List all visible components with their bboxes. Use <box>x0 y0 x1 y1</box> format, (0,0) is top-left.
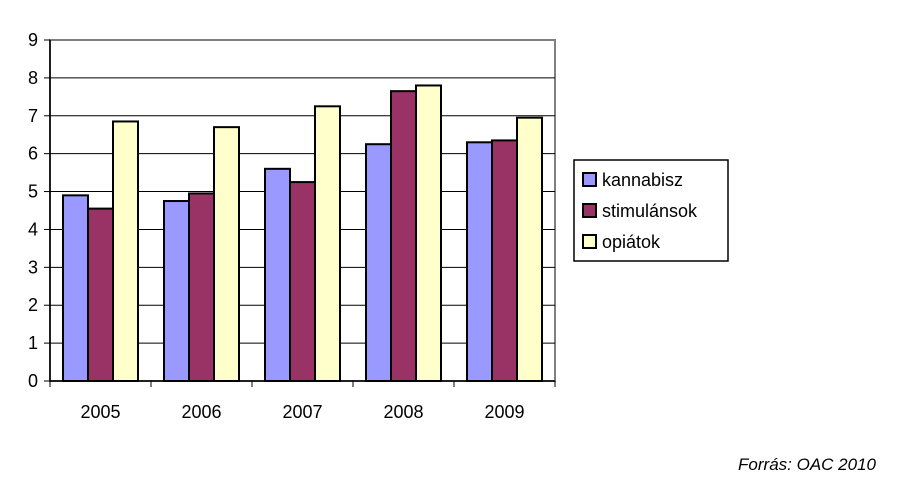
y-tick-label: 7 <box>28 106 38 126</box>
y-tick-label: 8 <box>28 68 38 88</box>
bar-kannabisz-2007 <box>264 167 291 382</box>
legend: kannabisz stimulánsok opiátok <box>573 159 729 262</box>
bar-kannabisz-2005 <box>62 194 89 382</box>
bar-opiátok-2009 <box>516 116 543 383</box>
bar-stimulánsok-2005 <box>87 207 114 382</box>
bar-kannabisz-2009 <box>466 141 493 382</box>
bar-opiátok-2006 <box>213 126 240 383</box>
bar-stimulánsok-2009 <box>491 139 518 382</box>
y-tick-label: 5 <box>28 182 38 202</box>
x-tick-label: 2009 <box>484 402 524 422</box>
bar-stimulánsok-2006 <box>188 192 215 382</box>
y-tick-label: 4 <box>28 219 38 239</box>
x-tick-label: 2006 <box>181 402 221 422</box>
bar-stimulánsok-2008 <box>390 90 417 383</box>
y-tick-label: 3 <box>28 257 38 277</box>
x-tick-labels: 2005 2006 2007 2008 2009 <box>80 402 524 422</box>
legend-swatch-stimulánsok <box>582 203 597 218</box>
bar-opiátok-2008 <box>415 84 442 382</box>
bar-kannabisz-2006 <box>163 200 190 382</box>
bar-opiátok-2007 <box>314 105 341 383</box>
legend-box <box>573 159 729 262</box>
bar-opiátok-2005 <box>112 120 139 382</box>
y-tick-labels: 0 1 2 3 4 5 6 7 8 9 <box>28 30 38 391</box>
x-tick-label: 2005 <box>80 402 120 422</box>
legend-label-stimulánsok: stimulánsok <box>602 201 698 221</box>
legend-swatch-kannabisz <box>582 172 597 187</box>
y-tick-label: 6 <box>28 144 38 164</box>
legend-swatch-opiátok <box>582 234 597 249</box>
bar-kannabisz-2008 <box>365 143 392 382</box>
bar-stimulánsok-2007 <box>289 181 316 382</box>
y-tick-label: 0 <box>28 371 38 391</box>
x-tick-label: 2008 <box>383 402 423 422</box>
legend-label-kannabisz: kannabisz <box>602 170 683 190</box>
bars <box>62 84 543 383</box>
source-note: Forrás: OAC 2010 <box>738 455 876 474</box>
axes <box>44 39 556 387</box>
y-tick-label: 9 <box>28 30 38 50</box>
legend-label-opiátok: opiátok <box>602 232 661 252</box>
y-tick-label: 2 <box>28 295 38 315</box>
y-tick-label: 1 <box>28 333 38 353</box>
x-tick-label: 2007 <box>282 402 322 422</box>
